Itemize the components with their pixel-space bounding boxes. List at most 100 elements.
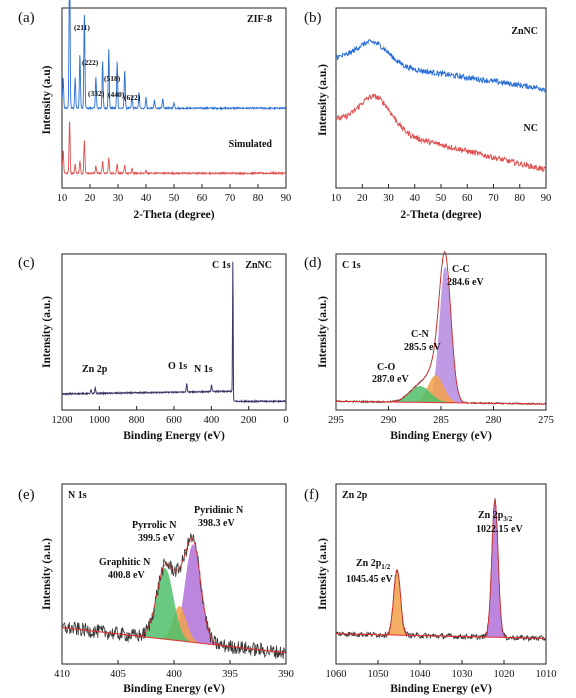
legend-znnc-survey: ZnNC (245, 260, 272, 271)
component-graphitic-n (139, 568, 191, 643)
series-line-simulated (61, 121, 286, 176)
panel-f-plot (335, 498, 547, 643)
xtick-label: 60 (462, 193, 473, 204)
raw-data-line (61, 533, 286, 659)
xtick-label: 90 (281, 193, 292, 204)
xtick-label: 1040 (410, 669, 431, 680)
series-line-nc (335, 93, 546, 173)
xtick-label: 1020 (494, 669, 515, 680)
envelope-fit-line (62, 538, 286, 654)
comp-pyrrolic-energy: 399.5 eV (138, 533, 175, 544)
xtick-label: 390 (278, 669, 294, 680)
xtick-label: 1050 (368, 669, 389, 680)
xtick-label: 60 (197, 193, 208, 204)
peak-label-518: (518) (104, 74, 121, 83)
xtick-label: 405 (110, 669, 126, 680)
panel-b: (b) 10 20 30 40 50 60 70 80 90 2-Theta (degree) … (304, 7, 551, 221)
comp-graphitic-energy: 400.8 eV (108, 570, 145, 581)
comp-pyridinic-energy: 398.3 eV (198, 518, 235, 529)
panel-b-plot (335, 38, 546, 173)
comp-cc-energy: 284.6 eV (447, 277, 484, 288)
xtick-label: 1030 (452, 669, 473, 680)
xtick-label: 80 (515, 193, 526, 204)
comp-zn2p12-sub: 1/2 (381, 563, 390, 571)
legend-simulated: Simulated (229, 139, 273, 150)
panel-b-label: (b) (304, 10, 322, 26)
legend-znnc: ZnNC (511, 26, 538, 37)
panel-d-xlabel: Binding Energy (eV) (390, 430, 492, 442)
xtick-label: 80 (253, 193, 264, 204)
series-line-znnc (61, 261, 287, 404)
panel-a-xlabel: 2-Theta (degree) (133, 209, 214, 221)
comp-zn2p12-name: Zn 2p1/2 (356, 558, 391, 571)
xtick-label: 275 (538, 415, 554, 426)
panel-a: (a) 10 20 30 40 50 60 70 80 90 2-Theta (degree) … (18, 0, 291, 221)
xtick-label: 1000 (89, 415, 110, 426)
comp-co-energy: 287.0 eV (372, 374, 409, 385)
panel-a-xticks: 10 20 30 40 50 60 70 80 90 (57, 184, 292, 204)
xtick-label: 20 (85, 193, 96, 204)
comp-pyrrolic-name: Pyrrolic N (132, 520, 177, 531)
xtick-label: 280 (486, 415, 502, 426)
panel-b-ylabel: Intensity (a.u.) (317, 64, 329, 136)
xtick-label: 290 (381, 415, 397, 426)
panel-d-label: (d) (304, 255, 322, 271)
peak-label-o1s: O 1s (168, 361, 187, 372)
panel-d-title: C 1s (342, 260, 361, 271)
peak-label-c1s: C 1s (212, 260, 231, 271)
comp-zn2p32-energy: 1022.15 eV (476, 524, 523, 535)
xtick-label: 395 (222, 669, 238, 680)
panel-f-title: Zn 2p (342, 490, 368, 501)
comp-cn-energy: 285.5 eV (404, 342, 441, 353)
component-c-o (392, 386, 448, 403)
panel-f-frame (335, 483, 547, 665)
panel-a-frame (61, 7, 287, 189)
envelope-fit-line (336, 498, 546, 639)
comp-zn2p12-energy: 1045.45 eV (346, 574, 393, 585)
peak-label-332: (332) (88, 89, 105, 98)
xtick-label: 40 (141, 193, 152, 204)
xtick-label: 400 (166, 669, 182, 680)
xtick-label: 50 (436, 193, 447, 204)
xtick-label: 400 (203, 415, 219, 426)
xtick-label: 1010 (536, 669, 557, 680)
panel-f-label: (f) (304, 487, 319, 503)
panel-a-plot (61, 0, 286, 176)
xtick-label: 200 (241, 415, 257, 426)
xtick-label: 40 (410, 193, 421, 204)
panel-f-xlabel: Binding Energy (eV) (390, 683, 492, 695)
peak-label-211: (211) (74, 23, 90, 32)
xtick-label: 800 (129, 415, 145, 426)
xtick-label: 295 (328, 415, 344, 426)
panel-d-ylabel: Intensity (a.u.) (317, 296, 329, 368)
comp-zn2p32-name-main: Zn 2p (478, 510, 504, 521)
comp-cn-name: C-N (411, 329, 430, 340)
panel-c-xticks: 1200 1000 800 600 400 200 0 (52, 406, 289, 426)
legend-nc: NC (524, 123, 538, 134)
panel-c: (c) 1200 1000 800 600 400 200 0 Binding Energy… (18, 253, 289, 442)
panel-c-xlabel: Binding Energy (eV) (123, 430, 225, 442)
panel-a-ylabel: Intensity (a.u) (41, 65, 53, 134)
panel-e-xticks: 410 405 400 395 390 (54, 660, 294, 680)
xtick-label: 0 (283, 415, 288, 426)
comp-zn2p12-name-main: Zn 2p (356, 558, 382, 569)
panel-e-plot (61, 533, 286, 659)
xtick-label: 30 (383, 193, 394, 204)
comp-pyridinic-name: Pyridinic N (194, 505, 244, 516)
xtick-label: 70 (488, 193, 499, 204)
peak-label-440: (440) (108, 90, 125, 99)
xtick-label: 20 (357, 193, 368, 204)
series-line-zif-8 (61, 0, 286, 111)
component-zn-2p-12 (386, 569, 407, 636)
panel-b-xlabel: 2-Theta (degree) (400, 209, 481, 221)
peak-label-n1s: N 1s (194, 364, 213, 375)
comp-zn2p32-sub: 3/2 (503, 515, 512, 523)
panel-e: (e) 410 405 400 395 390 Binding Energy (eV) … (18, 483, 294, 695)
peak-label-zn2p: Zn 2p (82, 364, 108, 375)
envelope-fit-line (336, 251, 546, 405)
peak-label-222: (222) (82, 58, 99, 67)
comp-zn2p32-name: Zn 2p3/2 (478, 510, 513, 523)
legend-zif8: ZIF-8 (247, 14, 272, 25)
comp-co-name: C-O (377, 362, 396, 373)
